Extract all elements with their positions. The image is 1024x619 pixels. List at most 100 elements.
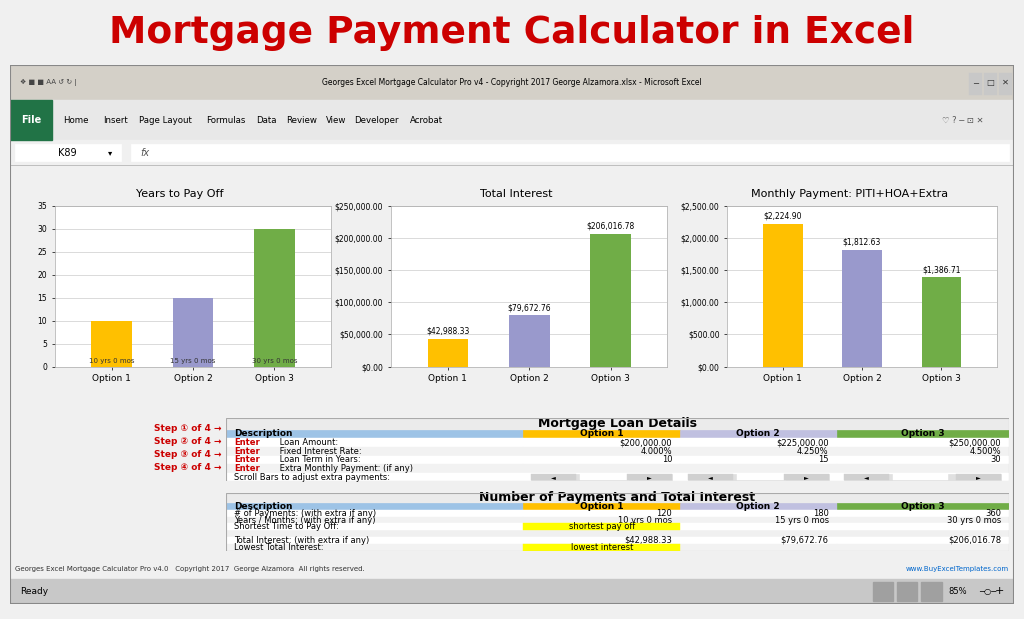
Text: Option 2: Option 2: [736, 502, 780, 511]
Text: $79,672.76: $79,672.76: [507, 303, 551, 312]
Bar: [837, 438, 1009, 447]
Bar: [922, 582, 941, 601]
Text: ▾: ▾: [109, 148, 113, 157]
Text: Number of Payments and Total Interest: Number of Payments and Total Interest: [479, 491, 756, 504]
Bar: [226, 447, 523, 456]
Text: 120: 120: [656, 509, 672, 517]
Bar: [845, 474, 889, 480]
Text: Option 1: Option 1: [580, 430, 624, 438]
Bar: [226, 418, 1009, 430]
Bar: [226, 464, 523, 473]
Text: ─○─: ─○─: [979, 587, 996, 596]
Bar: [226, 430, 523, 438]
Text: Home: Home: [62, 116, 88, 124]
Bar: [783, 474, 828, 480]
Text: ◄: ◄: [708, 475, 713, 480]
Text: $1,812.63: $1,812.63: [843, 238, 882, 247]
Text: 180: 180: [813, 509, 828, 517]
Bar: [226, 456, 523, 464]
Bar: [91, 321, 132, 366]
Text: $250,000.00: $250,000.00: [948, 438, 1000, 447]
Text: 15: 15: [818, 456, 828, 464]
Bar: [837, 510, 1009, 517]
Text: Lowest Total Interest:: Lowest Total Interest:: [233, 543, 324, 552]
Text: $206,016.78: $206,016.78: [587, 222, 635, 231]
Bar: [523, 517, 680, 524]
Bar: [523, 456, 680, 464]
Bar: [837, 464, 1009, 473]
Text: $79,672.76: $79,672.76: [780, 536, 828, 545]
Text: Developer: Developer: [354, 116, 398, 124]
Bar: [837, 517, 1009, 524]
Bar: [680, 473, 837, 482]
Text: ◄: ◄: [864, 475, 869, 480]
Bar: [680, 524, 837, 530]
Text: Monthly Payment: PITI+HOA+Extra: Monthly Payment: PITI+HOA+Extra: [751, 189, 948, 199]
Text: K89: K89: [58, 147, 77, 157]
Text: Description: Description: [233, 430, 292, 438]
Bar: [680, 430, 837, 438]
Bar: [531, 474, 672, 480]
Bar: [969, 73, 982, 95]
Bar: [226, 543, 523, 550]
Text: $225,000.00: $225,000.00: [776, 438, 828, 447]
Text: Total Interest: Total Interest: [480, 189, 552, 199]
Text: $42,988.33: $42,988.33: [426, 327, 470, 335]
Text: Step ③ of 4 →: Step ③ of 4 →: [155, 450, 222, 459]
Bar: [680, 456, 837, 464]
Bar: [226, 493, 1009, 503]
Text: 4.500%: 4.500%: [970, 447, 1000, 456]
Text: ✕: ✕: [1001, 78, 1009, 87]
Text: Formulas: Formulas: [206, 116, 246, 124]
Text: 4.250%: 4.250%: [797, 447, 828, 456]
Text: lowest interest: lowest interest: [570, 543, 633, 552]
Text: Years / Months: (with extra if any): Years / Months: (with extra if any): [233, 516, 376, 524]
Text: 10 yrs 0 mos: 10 yrs 0 mos: [89, 358, 134, 364]
Text: 30: 30: [990, 456, 1000, 464]
Bar: [984, 73, 996, 95]
Bar: [523, 537, 680, 543]
Bar: [680, 543, 837, 550]
Text: +: +: [994, 586, 1004, 597]
Text: ►: ►: [647, 475, 652, 480]
Bar: [837, 537, 1009, 543]
Text: Mortgage Loan Details: Mortgage Loan Details: [538, 417, 697, 430]
Text: Acrobat: Acrobat: [411, 116, 443, 124]
Text: Option 3: Option 3: [901, 430, 944, 438]
Text: # of Payments: (with extra if any): # of Payments: (with extra if any): [233, 509, 376, 517]
Text: ►: ►: [804, 475, 809, 480]
Bar: [837, 503, 1009, 510]
Text: $200,000.00: $200,000.00: [620, 438, 672, 447]
Bar: [590, 234, 631, 366]
Bar: [897, 582, 918, 601]
Text: Georges Excel Mortgage Calculator Pro v4.0   Copyright 2017  George Alzamora  Al: Georges Excel Mortgage Calculator Pro v4…: [15, 566, 365, 571]
Bar: [680, 447, 837, 456]
Text: ◄: ◄: [551, 475, 556, 480]
Bar: [581, 474, 630, 480]
Bar: [837, 543, 1009, 550]
Bar: [680, 464, 837, 473]
Text: View: View: [327, 116, 346, 124]
Bar: [15, 144, 121, 162]
Bar: [956, 474, 1000, 480]
Bar: [893, 474, 948, 480]
Text: Ready: Ready: [20, 587, 48, 596]
Text: $2,224.90: $2,224.90: [764, 212, 802, 220]
Text: 15 yrs 0 mos: 15 yrs 0 mos: [170, 358, 216, 364]
Text: 30 yrs 0 mos: 30 yrs 0 mos: [946, 516, 1000, 524]
Bar: [523, 447, 680, 456]
Bar: [680, 510, 837, 517]
Bar: [523, 464, 680, 473]
Text: 15 yrs 0 mos: 15 yrs 0 mos: [774, 516, 828, 524]
Bar: [680, 438, 837, 447]
Bar: [680, 503, 837, 510]
Bar: [763, 223, 803, 366]
Text: Description: Description: [233, 502, 292, 511]
Text: Enter: Enter: [233, 438, 259, 447]
Text: 360: 360: [985, 509, 1000, 517]
Text: Page Layout: Page Layout: [139, 116, 193, 124]
Text: ►: ►: [976, 475, 981, 480]
Text: Review: Review: [286, 116, 316, 124]
Bar: [998, 73, 1012, 95]
Bar: [226, 517, 523, 524]
